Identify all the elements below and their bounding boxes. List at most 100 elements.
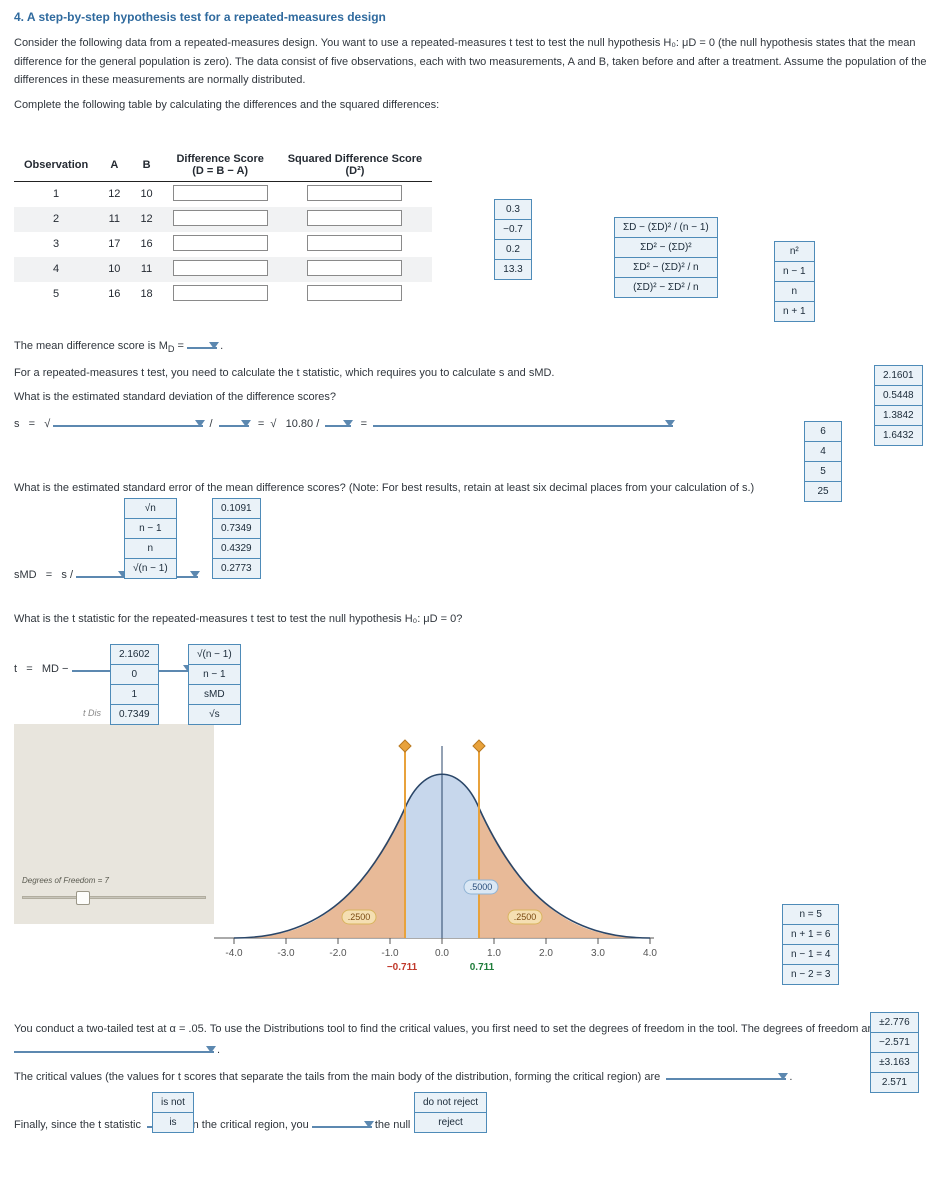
t-num-opt[interactable]: 1 [110,685,159,705]
col-d2: Squared Difference Score (D²) [278,149,433,182]
t-den-opt[interactable]: sMD [188,685,241,705]
isnot-opt[interactable]: is [152,1113,194,1133]
diff-input[interactable] [173,285,268,301]
sem-res-opt[interactable]: 0.7349 [212,519,261,539]
reject-dropdown[interactable] [312,1114,372,1128]
sqrt-df-opt[interactable]: n² [774,241,815,262]
df-opt[interactable]: n + 1 = 6 [782,925,839,945]
mean-opt[interactable]: −0.7 [494,220,532,240]
mean-opt[interactable]: 0.2 [494,240,532,260]
crit-value-options[interactable]: ±2.776 −2.571 ±3.163 2.571 [870,1012,919,1093]
sem-den-opt[interactable]: n [124,539,177,559]
area-left: .2500 [348,912,371,922]
t-num-options[interactable]: 2.1602 0 1 t Dis 0.7349 [110,644,159,725]
t-den-opt[interactable]: √(n − 1) [188,644,241,665]
reject-options[interactable]: do not reject reject [414,1092,487,1133]
diff-input[interactable] [173,260,268,276]
slider-thumb[interactable] [76,891,90,905]
ss-formula-options[interactable]: ΣD − (ΣD)² / (n − 1) ΣD² − (ΣD)² ΣD² − (… [614,217,718,298]
sqrt-df-options[interactable]: n² n − 1 n n + 1 [774,241,815,322]
crit-values-dropdown[interactable] [666,1066,786,1080]
ss-opt[interactable]: (ΣD)² − ΣD² / n [614,278,718,298]
sqrt-df-opt[interactable]: n [774,282,815,302]
ss-opt[interactable]: ΣD² − (ΣD)² / n [614,258,718,278]
df-dropdown-final[interactable] [14,1039,214,1053]
sd-sqrt: √ [44,418,50,430]
reject-opt[interactable]: reject [414,1113,487,1133]
ss-n-dropdown[interactable] [325,413,351,427]
sd-res-opt[interactable]: 2.1601 [874,365,923,386]
diff-input[interactable] [173,235,268,251]
ssn-opt[interactable]: 6 [804,421,842,442]
sem-res-opt[interactable]: 0.1091 [212,498,261,519]
t-den-opt[interactable]: √s [188,705,241,725]
mean-opt[interactable]: 13.3 [494,260,532,280]
t-distribution-widget: Degrees of Freedom = 7 [14,678,654,998]
sem-res-opt[interactable]: 0.4329 [212,539,261,559]
mean-opt[interactable]: 0.3 [494,199,532,220]
df-opt[interactable]: n = 5 [782,904,839,925]
t-num-opt[interactable]: 2.1602 [110,644,159,665]
obs-cell: 5 [14,282,98,307]
mean-post: = [175,340,188,352]
df-opt[interactable]: n − 1 = 4 [782,945,839,965]
sem-den-opt[interactable]: √(n − 1) [124,559,177,579]
t-num-opt[interactable]: 0 [110,665,159,685]
final-sentence: Finally, since the t statistic in the cr… [14,1114,469,1135]
sem-denom-options[interactable]: √n n − 1 n √(n − 1) [124,498,177,579]
df-options[interactable]: n = 5 n + 1 = 6 n − 1 = 4 n − 2 = 3 [782,904,839,985]
crit-opt[interactable]: ±3.163 [870,1053,919,1073]
isnot-options[interactable]: is not is [152,1092,194,1133]
t-md: MD − [42,663,69,675]
ss-opt[interactable]: ΣD − (ΣD)² / (n − 1) [614,217,718,238]
diff-input[interactable] [173,185,268,201]
t-dis-label: t Dis [83,708,101,718]
t-num-opt-val[interactable]: 0.7349 [119,709,150,720]
diff2-input[interactable] [307,260,402,276]
sqrt-df-opt[interactable]: n + 1 [774,302,815,322]
reject-opt[interactable]: do not reject [414,1092,487,1113]
mean-dropdown[interactable] [187,335,217,349]
diff2-input[interactable] [307,210,402,226]
a-cell: 11 [98,207,130,232]
df-opt[interactable]: n − 2 = 3 [782,965,839,985]
sd-res-opt[interactable]: 0.5448 [874,386,923,406]
diff2-input[interactable] [307,185,402,201]
ssn-opt[interactable]: 25 [804,482,842,502]
svg-text:-3.0: -3.0 [277,948,295,959]
ss-opt[interactable]: ΣD² − (ΣD)² [614,238,718,258]
isnot-opt[interactable]: is not [152,1092,194,1113]
crit-opt[interactable]: ±2.776 [870,1012,919,1033]
sem-den-opt[interactable]: n − 1 [124,519,177,539]
ss-n-options[interactable]: 6 4 5 25 [804,421,842,502]
df-slider[interactable] [22,890,206,906]
mean-sub: D [168,344,175,354]
sd-result-options[interactable]: 2.1601 0.5448 1.3842 1.6432 [874,365,923,446]
crit-opt[interactable]: 2.571 [870,1073,919,1093]
b-cell: 18 [130,282,162,307]
crit-pos: 0.711 [470,962,495,973]
sd-res-opt[interactable]: 1.3842 [874,406,923,426]
t-num-opt[interactable]: t Dis 0.7349 [110,705,159,725]
diff2-input[interactable] [307,235,402,251]
crit-opt[interactable]: −2.571 [870,1033,919,1053]
sd-res-opt[interactable]: 1.6432 [874,426,923,446]
sem-denom-dropdown[interactable] [76,564,126,578]
sqrt-df-opt[interactable]: n − 1 [774,262,815,282]
df-dropdown[interactable] [219,413,249,427]
sem-res-opt[interactable]: 0.2773 [212,559,261,579]
obs-cell: 3 [14,232,98,257]
mean-options[interactable]: 0.3 −0.7 0.2 13.3 [494,199,532,280]
ss-formula-dropdown[interactable] [53,413,203,427]
obs-cell: 1 [14,181,98,207]
diff2-input[interactable] [307,285,402,301]
crit-neg: −0.711 [387,962,418,973]
diff-input[interactable] [173,210,268,226]
t-denom-options[interactable]: √(n − 1) n − 1 sMD √s [188,644,241,725]
ssn-opt[interactable]: 4 [804,442,842,462]
t-den-opt[interactable]: n − 1 [188,665,241,685]
sd-result-dropdown[interactable] [373,413,673,427]
sem-den-opt[interactable]: √n [124,498,177,519]
ssn-opt[interactable]: 5 [804,462,842,482]
sem-result-options[interactable]: 0.1091 0.7349 0.4329 0.2773 [212,498,261,579]
